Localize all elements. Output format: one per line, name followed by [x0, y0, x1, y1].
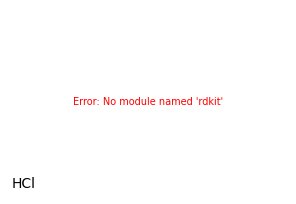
Text: Error: No module named 'rdkit': Error: No module named 'rdkit' — [73, 97, 223, 107]
Text: HCl: HCl — [12, 177, 36, 191]
